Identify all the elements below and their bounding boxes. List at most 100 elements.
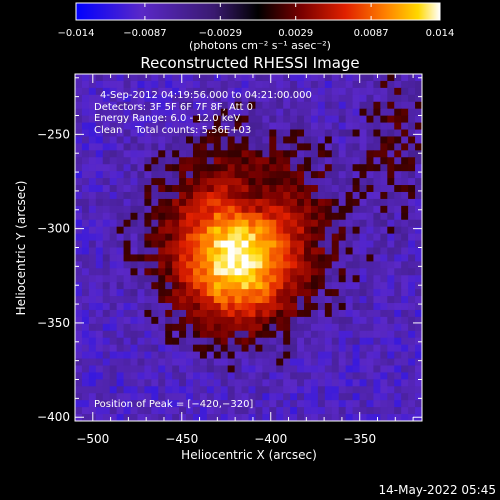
heatmap-cell bbox=[352, 205, 361, 214]
heatmap-cell bbox=[373, 275, 381, 283]
heatmap-cell bbox=[220, 407, 229, 415]
heatmap-cell bbox=[366, 372, 375, 380]
heatmap-cell bbox=[75, 247, 83, 256]
heatmap-cell bbox=[151, 247, 159, 256]
heatmap-cell bbox=[137, 330, 145, 339]
heatmap-cell bbox=[199, 261, 208, 269]
heatmap-cell bbox=[186, 178, 194, 186]
heatmap-cell bbox=[380, 108, 388, 117]
heatmap-cell bbox=[220, 157, 229, 165]
heatmap-cell bbox=[151, 205, 159, 214]
heatmap-cell bbox=[123, 247, 132, 256]
heatmap-cell bbox=[206, 379, 215, 387]
heatmap-cell bbox=[401, 316, 409, 325]
heatmap-cell bbox=[283, 268, 291, 276]
heatmap-cell bbox=[310, 358, 319, 367]
heatmap-cell bbox=[172, 303, 180, 311]
heatmap-cell bbox=[373, 178, 381, 186]
y-tick-label: −350 bbox=[37, 316, 70, 330]
heatmap-cell bbox=[359, 164, 368, 172]
heatmap-cell bbox=[241, 185, 250, 193]
heatmap-cell bbox=[165, 80, 173, 89]
heatmap-cell bbox=[144, 323, 152, 332]
heatmap-cell bbox=[213, 87, 222, 96]
heatmap-cell bbox=[144, 94, 152, 103]
heatmap-cell bbox=[255, 289, 263, 297]
heatmap-cell bbox=[165, 226, 173, 235]
heatmap-cell bbox=[151, 261, 159, 269]
heatmap-cell bbox=[310, 261, 319, 269]
heatmap-cell bbox=[165, 400, 173, 408]
heatmap-cell bbox=[241, 330, 250, 339]
heatmap-cell bbox=[380, 136, 388, 144]
heatmap-cell bbox=[331, 240, 340, 249]
heatmap-cell bbox=[88, 309, 97, 318]
heatmap-cell bbox=[373, 157, 381, 165]
heatmap-cell bbox=[213, 282, 222, 290]
heatmap-cell bbox=[345, 372, 354, 380]
heatmap-cell bbox=[123, 143, 132, 151]
heatmap-cell bbox=[186, 379, 194, 387]
heatmap-cell bbox=[373, 101, 381, 110]
heatmap-cell bbox=[199, 87, 208, 96]
heatmap-cell bbox=[109, 365, 118, 374]
heatmap-cell bbox=[109, 101, 118, 110]
heatmap-cell bbox=[317, 379, 326, 387]
heatmap-cell bbox=[297, 87, 305, 96]
heatmap-cell bbox=[81, 379, 90, 387]
heatmap-cell bbox=[387, 268, 395, 276]
heatmap-cell bbox=[165, 247, 173, 256]
heatmap-cell bbox=[75, 351, 83, 360]
heatmap-cell bbox=[290, 358, 298, 367]
heatmap-cell bbox=[137, 351, 145, 360]
heatmap-cell bbox=[165, 330, 173, 339]
heatmap-cell bbox=[165, 87, 173, 96]
heatmap-cell bbox=[144, 136, 152, 144]
heatmap-cell bbox=[151, 240, 159, 249]
heatmap-cell bbox=[415, 407, 422, 415]
heatmap-cell bbox=[331, 122, 340, 131]
heatmap-cell bbox=[179, 414, 187, 421]
heatmap-cell bbox=[380, 393, 388, 401]
heatmap-cell bbox=[144, 178, 152, 186]
heatmap-cell bbox=[248, 254, 257, 262]
heatmap-cell bbox=[151, 400, 159, 408]
heatmap-cell bbox=[179, 282, 187, 290]
heatmap-cell bbox=[179, 122, 187, 131]
heatmap-cell bbox=[331, 198, 340, 207]
heatmap-cell bbox=[186, 296, 194, 304]
heatmap-cell bbox=[88, 150, 97, 158]
heatmap-cell bbox=[276, 185, 284, 193]
heatmap-cell bbox=[387, 122, 395, 131]
heatmap-cell bbox=[248, 164, 257, 172]
heatmap-cell bbox=[186, 414, 194, 421]
heatmap-cell bbox=[269, 101, 277, 110]
heatmap-cell bbox=[130, 129, 139, 138]
heatmap-cell bbox=[317, 386, 326, 394]
heatmap-cell bbox=[199, 365, 208, 374]
heatmap-cell bbox=[192, 303, 201, 311]
heatmap-cell bbox=[415, 400, 422, 408]
heatmap-cell bbox=[95, 254, 104, 262]
heatmap-cell bbox=[297, 414, 305, 421]
heatmap-cell bbox=[75, 178, 83, 186]
heatmap-cell bbox=[186, 337, 194, 346]
heatmap-cell bbox=[206, 386, 215, 394]
heatmap-cell bbox=[297, 400, 305, 408]
heatmap-cell bbox=[158, 226, 166, 235]
heatmap-cell bbox=[151, 309, 159, 318]
heatmap-cell bbox=[283, 337, 291, 346]
heatmap-cell bbox=[408, 101, 416, 110]
heatmap-cell bbox=[401, 87, 409, 96]
heatmap-cell bbox=[262, 289, 270, 297]
heatmap-cell bbox=[144, 122, 152, 131]
heatmap-cell bbox=[366, 87, 375, 96]
heatmap-cell bbox=[234, 240, 243, 249]
heatmap-cell bbox=[304, 164, 312, 172]
heatmap-cell bbox=[158, 275, 166, 283]
heatmap-cell bbox=[290, 136, 298, 144]
heatmap-cell bbox=[387, 171, 395, 179]
heatmap-cell bbox=[227, 275, 236, 283]
heatmap-cell bbox=[123, 164, 132, 172]
heatmap-cell bbox=[352, 164, 361, 172]
